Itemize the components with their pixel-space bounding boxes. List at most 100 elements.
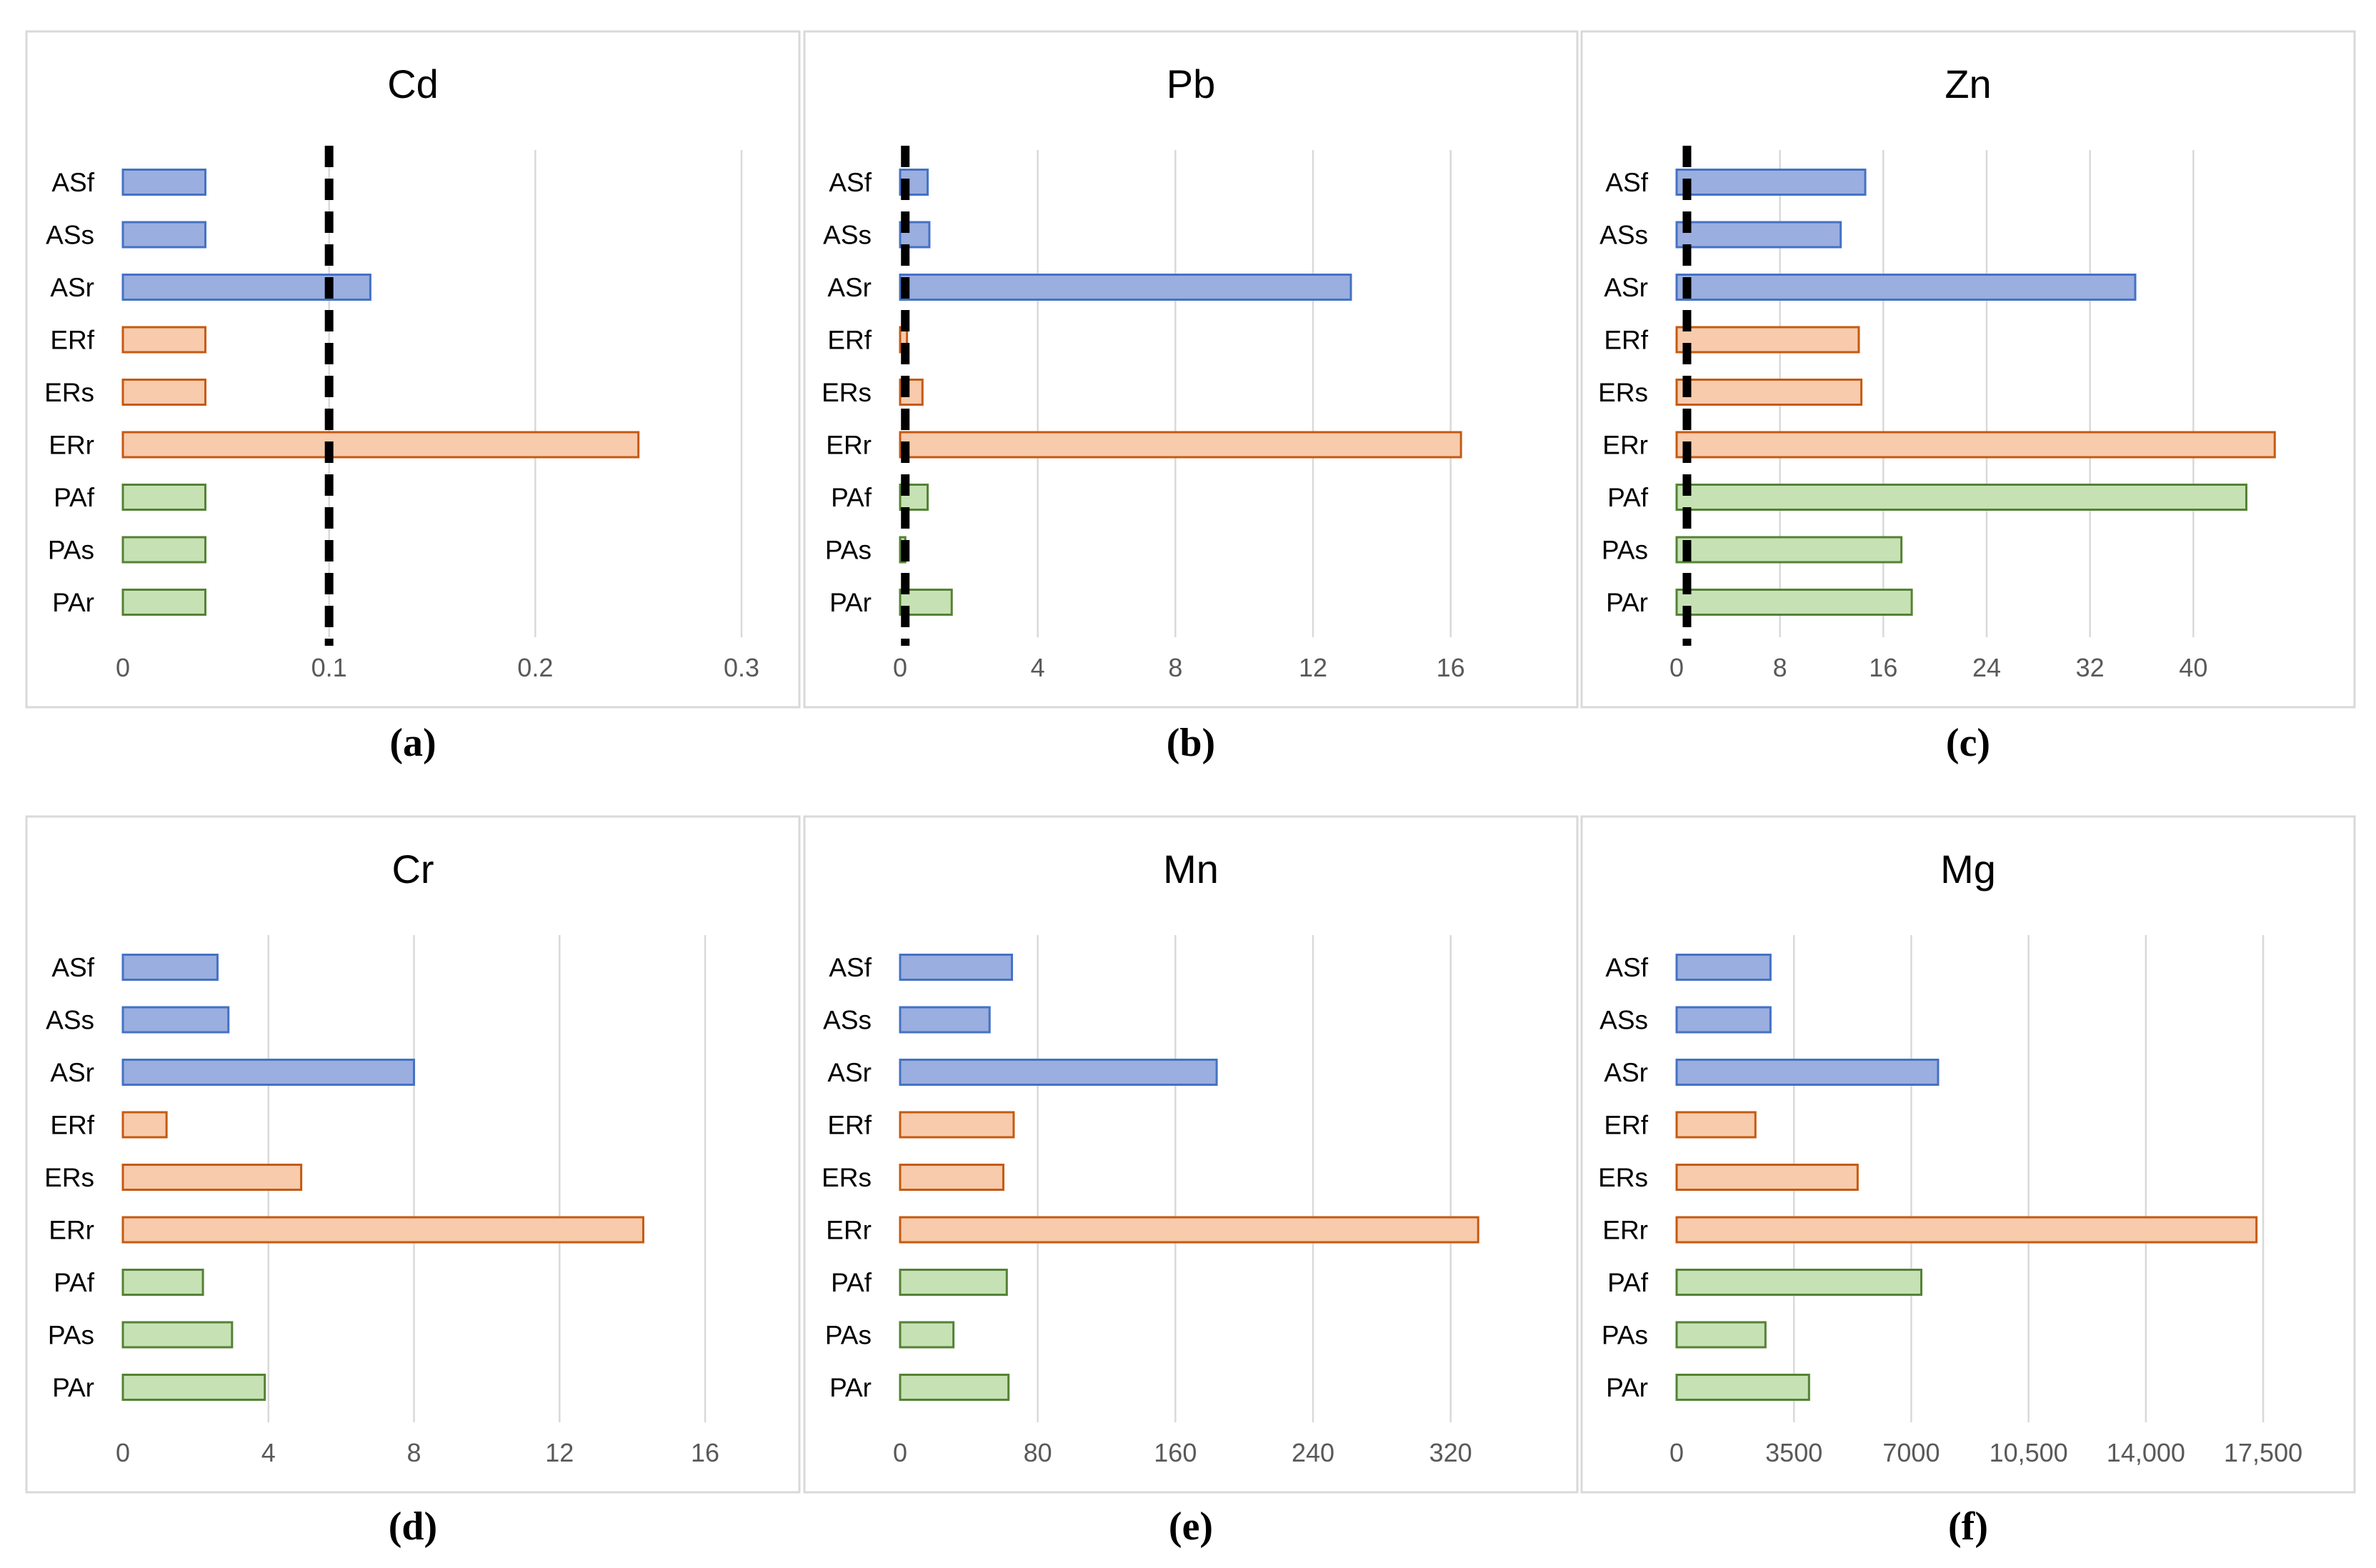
panel-caption: (c) bbox=[1946, 721, 1990, 765]
category-label: ERr bbox=[1602, 431, 1648, 460]
category-label: PAr bbox=[1606, 588, 1648, 617]
category-label: PAr bbox=[52, 588, 94, 617]
category-label: PAs bbox=[1602, 1321, 1648, 1350]
chart-panel-cd: Cd 0 0.1 0.2 0.3 ASf ASs ASr ERf ERs ERr PAf PAs PAr (… bbox=[25, 30, 801, 765]
x-tick-label: 0.2 bbox=[517, 653, 553, 682]
panel-caption: (d) bbox=[389, 1504, 437, 1549]
chart-title: Zn bbox=[1945, 61, 1991, 106]
bar-ERf bbox=[1675, 326, 1860, 354]
bar-ERr bbox=[899, 431, 1462, 459]
category-label: ASs bbox=[823, 221, 872, 250]
category-label: ERr bbox=[826, 431, 872, 460]
x-tick-label: 10,500 bbox=[1990, 1438, 2068, 1467]
category-label: PAs bbox=[48, 1321, 94, 1350]
bar-ASs bbox=[899, 1006, 991, 1034]
category-label: ERf bbox=[1604, 1111, 1648, 1140]
category-label: ERr bbox=[1602, 1216, 1648, 1245]
x-tick-label: 4 bbox=[261, 1438, 276, 1467]
bar-ERr bbox=[899, 1216, 1479, 1244]
category-label: PAr bbox=[52, 1373, 94, 1402]
x-tick-label: 7000 bbox=[1882, 1438, 1940, 1467]
x-tick-label: 24 bbox=[1972, 653, 2001, 682]
x-tick-label: 240 bbox=[1292, 1438, 1334, 1467]
x-tick-label: 17,500 bbox=[2224, 1438, 2302, 1467]
bar-ASf bbox=[1675, 169, 1867, 196]
category-label: PAs bbox=[1602, 536, 1648, 565]
x-tick-label: 12 bbox=[545, 1438, 574, 1467]
x-tick-label: 0 bbox=[893, 653, 907, 682]
category-label: ERs bbox=[44, 1163, 94, 1192]
bar-PAr bbox=[899, 1374, 1010, 1401]
category-label: ASf bbox=[829, 953, 872, 982]
bar-PAs bbox=[121, 1321, 234, 1349]
category-label: ERs bbox=[44, 378, 94, 407]
bar-ASf bbox=[1675, 954, 1772, 981]
category-label: ASr bbox=[50, 1058, 94, 1087]
x-tick-label: 80 bbox=[1024, 1438, 1052, 1467]
category-label: ASr bbox=[1604, 1058, 1648, 1087]
panel-caption: (e) bbox=[1169, 1504, 1213, 1549]
x-tick-label: 160 bbox=[1154, 1438, 1197, 1467]
chart-panel-zn: Zn 0 8 16 24 32 40 ASf ASs ASr ERf ERs ERr PAf PAs PAr (… bbox=[1580, 30, 2356, 765]
category-label: ASf bbox=[829, 168, 872, 197]
category-label: ASs bbox=[1599, 1006, 1648, 1035]
bar-ERs bbox=[121, 379, 206, 406]
panel-caption: (f) bbox=[1948, 1504, 1988, 1549]
x-tick-label: 0 bbox=[893, 1438, 907, 1467]
x-tick-label: 0 bbox=[1669, 653, 1684, 682]
category-label: ERf bbox=[827, 326, 872, 355]
bar-ERf bbox=[121, 326, 206, 354]
bar-PAr bbox=[121, 589, 206, 616]
x-tick-label: 12 bbox=[1299, 653, 1327, 682]
category-label: PAr bbox=[829, 588, 872, 617]
bar-PAr bbox=[1675, 1374, 1810, 1401]
bar-ASs bbox=[1675, 221, 1842, 249]
category-label: ASr bbox=[1604, 273, 1648, 302]
bar-ERf bbox=[899, 1111, 1015, 1139]
bar-ASs bbox=[121, 221, 206, 249]
chart-panel-cr: Cr 0 4 8 12 16 ASf ASs ASr ERf ERs ERr PAf PAs PAr (d) bbox=[25, 815, 801, 1549]
bar-ERf bbox=[121, 1111, 168, 1139]
x-tick-label: 16 bbox=[691, 1438, 719, 1467]
category-label: PAs bbox=[825, 536, 872, 565]
bar-ERr bbox=[1675, 1216, 2258, 1244]
chart-title: Mg bbox=[1940, 847, 1996, 892]
chart-title: Mn bbox=[1163, 847, 1219, 892]
bar-PAs bbox=[1675, 536, 1903, 564]
bar-ASf bbox=[121, 169, 206, 196]
bar-ASf bbox=[899, 954, 1014, 981]
bar-ASr bbox=[899, 1059, 1218, 1086]
bar-PAs bbox=[121, 536, 206, 564]
panel-caption: (b) bbox=[1167, 721, 1215, 765]
bar-PAf bbox=[1675, 1269, 1923, 1296]
category-label: ERr bbox=[49, 431, 94, 460]
category-label: ERs bbox=[1598, 1163, 1648, 1192]
bar-PAf bbox=[899, 484, 929, 511]
category-label: ASr bbox=[50, 273, 94, 302]
bar-PAs bbox=[1675, 1321, 1767, 1349]
x-tick-label: 40 bbox=[2179, 653, 2207, 682]
category-label: ASf bbox=[51, 168, 94, 197]
bar-ERr bbox=[121, 1216, 644, 1244]
bar-ERs bbox=[899, 1164, 1004, 1191]
bar-ASr bbox=[121, 1059, 416, 1086]
category-label: PAr bbox=[829, 1373, 872, 1402]
x-tick-label: 8 bbox=[407, 1438, 421, 1467]
category-label: ASf bbox=[51, 953, 94, 982]
category-label: ASr bbox=[827, 1058, 872, 1087]
bar-PAf bbox=[121, 484, 206, 511]
x-tick-label: 0 bbox=[116, 653, 130, 682]
category-label: ERf bbox=[1604, 326, 1648, 355]
category-label: ASf bbox=[1605, 168, 1648, 197]
x-tick-label: 16 bbox=[1869, 653, 1897, 682]
x-tick-label: 320 bbox=[1429, 1438, 1472, 1467]
bar-ASr bbox=[1675, 274, 2137, 301]
bar-ERs bbox=[121, 1164, 303, 1191]
category-label: ERr bbox=[49, 1216, 94, 1245]
bar-ASf bbox=[121, 954, 219, 981]
chart-title: Pb bbox=[1167, 61, 1216, 106]
category-label: PAf bbox=[54, 483, 95, 512]
bar-ERr bbox=[121, 431, 640, 459]
category-label: PAr bbox=[1606, 1373, 1648, 1402]
category-label: PAf bbox=[831, 483, 872, 512]
